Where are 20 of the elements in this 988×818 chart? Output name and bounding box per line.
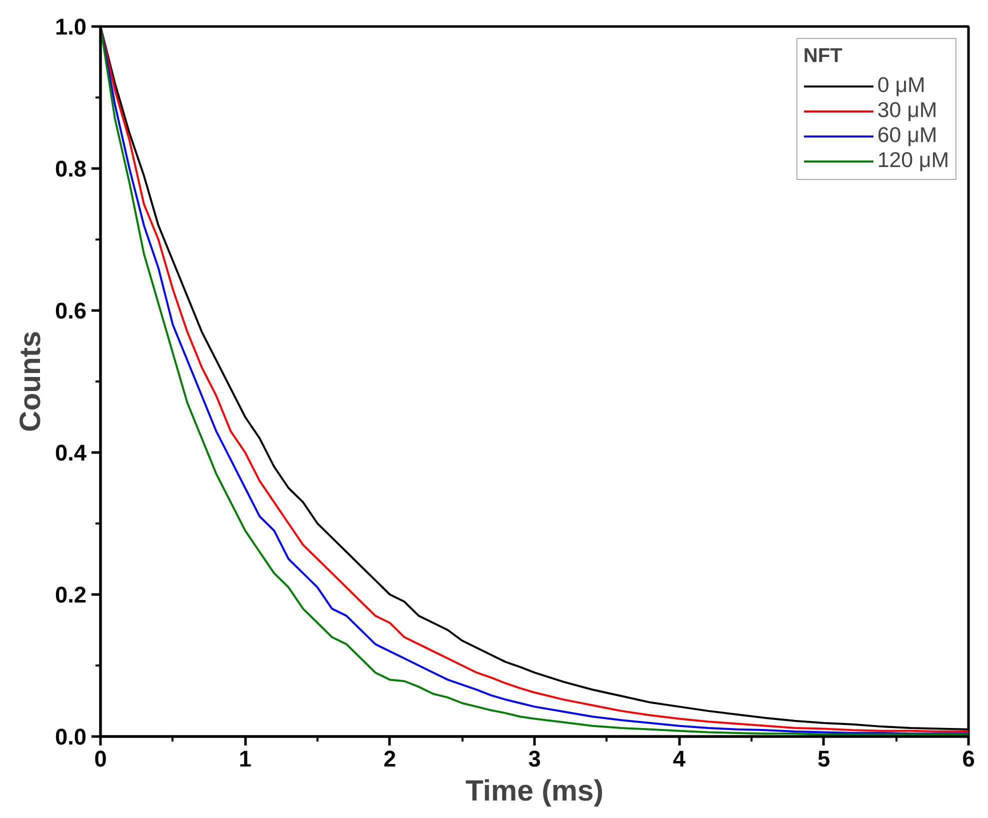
- y-tick-label: 0.2: [55, 582, 87, 608]
- y-tick-label: 0.0: [55, 724, 87, 750]
- legend-title: NFT: [803, 45, 844, 68]
- y-tick-label: 1.0: [55, 14, 87, 40]
- legend-label: 120 μM: [877, 148, 949, 173]
- x-tick-label: 3: [528, 746, 541, 772]
- y-tick-label: 0.6: [55, 298, 87, 324]
- legend-label: 60 μM: [877, 123, 938, 148]
- legend-label: 30 μM: [877, 98, 938, 123]
- x-tick-label: 1: [238, 746, 252, 772]
- x-tick-label: 6: [962, 746, 975, 772]
- y-tick-label: 0.8: [55, 156, 87, 182]
- legend-label: 0 μM: [877, 73, 926, 98]
- x-tick-label: 5: [818, 746, 830, 772]
- x-tick-label: 4: [672, 746, 686, 772]
- y-axis-title: Counts: [14, 330, 48, 432]
- x-tick-label: 2: [384, 746, 396, 772]
- x-axis-title: Time (ms): [466, 774, 604, 808]
- y-tick-label: 0.4: [55, 440, 87, 466]
- x-tick-label: 0: [94, 746, 107, 772]
